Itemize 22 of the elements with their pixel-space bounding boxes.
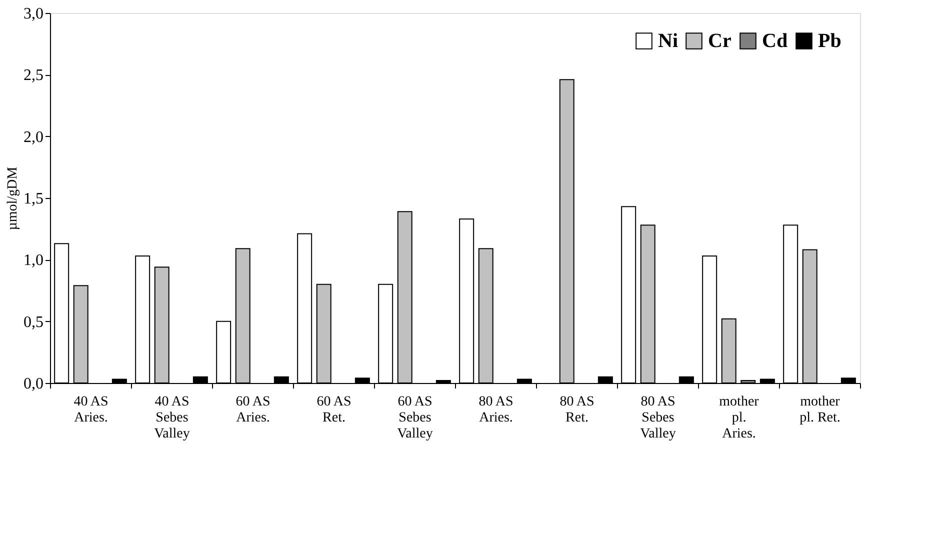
y-tick-label: 0,5 <box>24 314 44 331</box>
x-tick-label: 60 AS Aries. <box>236 394 270 426</box>
x-tick-label: 40 AS Aries. <box>74 394 108 426</box>
x-tick-label: 80 AS Ret. <box>560 394 594 426</box>
y-tick-label: 1,0 <box>24 252 44 270</box>
legend-label: Ni <box>658 30 678 52</box>
x-tick-label: mother pl. Aries. <box>719 394 760 442</box>
y-tick-label: 2,5 <box>24 67 44 84</box>
x-tick-label: 60 AS Ret. <box>316 394 352 426</box>
y-tick-label: 2,0 <box>24 128 44 146</box>
x-tick-label: 80 AS Aries. <box>478 394 514 426</box>
x-tick-label: 80 AS Sebes Valley <box>640 394 676 442</box>
legend-label: Cr <box>708 30 732 52</box>
x-tick-label: mother pl. Ret. <box>800 394 840 426</box>
x-tick-label: 40 AS Sebes Valley <box>154 394 190 442</box>
legend-label: Pb <box>818 30 842 52</box>
y-tick-label: 0,0 <box>24 376 44 392</box>
y-axis-title: µmol/gDM <box>6 166 20 230</box>
legend-label: Cd <box>762 30 788 52</box>
x-tick-label: 60 AS Sebes Valley <box>397 394 433 442</box>
y-tick-label: 3,0 <box>24 6 44 22</box>
y-tick-label: 1,5 <box>24 190 44 208</box>
